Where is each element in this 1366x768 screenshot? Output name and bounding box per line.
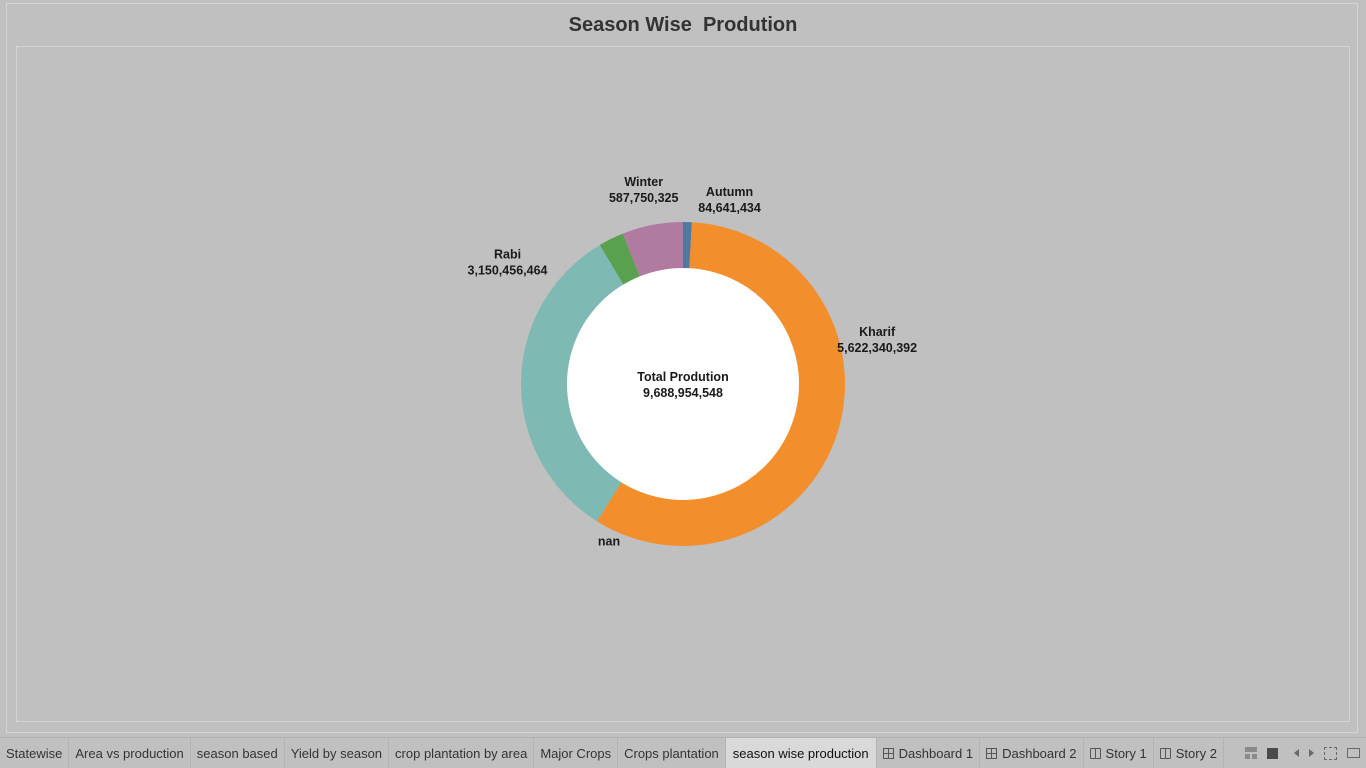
- filmstrip-view-icon[interactable]: [1267, 747, 1278, 759]
- plot-area: [16, 46, 1350, 722]
- sheet-tabs: Statewise Area vs production season based Y…: [0, 738, 1224, 768]
- slice-label-kharif: Kharif: [859, 325, 896, 339]
- page-title: Season Wise Prodution: [568, 14, 798, 36]
- tab-statewise[interactable]: Statewise: [0, 738, 70, 768]
- tab-crop-plantation-by-area[interactable]: crop plantation by area: [389, 738, 535, 768]
- presentation-mode-icon[interactable]: [1347, 748, 1360, 758]
- center-label: Total Prodution: [637, 370, 728, 384]
- slice-label-nan: nan: [598, 534, 620, 548]
- tab-label: Area vs production: [75, 745, 184, 761]
- tab-label: Story 1: [1105, 745, 1147, 761]
- grid-view-icon[interactable]: [1245, 747, 1257, 759]
- slice-label-rabi: Rabi: [494, 248, 521, 262]
- dashboard-icon: [986, 747, 998, 759]
- tab-story-1[interactable]: Story 1: [1084, 738, 1154, 768]
- tab-yield-by-season[interactable]: Yield by season: [285, 738, 390, 768]
- tab-controls: [1245, 738, 1366, 768]
- slice-value-rabi: 3,150,456,464: [468, 264, 548, 278]
- slice-label-winter: Winter: [624, 175, 663, 189]
- tab-area-vs-production[interactable]: Area vs production: [69, 738, 191, 768]
- slice-value-autumn: 84,641,434: [698, 201, 761, 215]
- tab-label: Crops plantation: [624, 745, 719, 761]
- donut-hole: [567, 268, 799, 500]
- slice-value-kharif: 5,622,340,392: [837, 341, 917, 355]
- fullscreen-icon[interactable]: [1324, 746, 1337, 760]
- tab-label: season based: [196, 745, 278, 761]
- slice-labels: Autumn 84,641,434 Kharif 5,622,340,392 nan Ra…: [468, 175, 918, 548]
- slice-label-autumn: Autumn: [706, 185, 753, 199]
- tab-major-crops[interactable]: Major Crops: [534, 738, 619, 768]
- dashboard-icon: [882, 747, 894, 759]
- tab-label: season wise production: [732, 745, 869, 761]
- sheet-frame: [6, 3, 1358, 733]
- story-icon: [1089, 747, 1101, 759]
- story-icon: [1159, 747, 1171, 759]
- prev-sheet-icon[interactable]: [1294, 749, 1299, 757]
- tab-label: Yield by season: [290, 745, 383, 761]
- tab-label: Statewise: [6, 745, 63, 761]
- tab-label: Story 2: [1175, 745, 1217, 761]
- sheet-tab-bar: Statewise Area vs production season based Y…: [0, 737, 1366, 768]
- tab-dashboard-1[interactable]: Dashboard 1: [877, 738, 981, 768]
- tab-label: Dashboard 2: [1002, 745, 1077, 761]
- tab-crops-plantation[interactable]: Crops plantation: [618, 738, 726, 768]
- tab-dashboard-2[interactable]: Dashboard 2: [980, 738, 1084, 768]
- tab-story-2[interactable]: Story 2: [1154, 738, 1224, 768]
- tab-label: Major Crops: [540, 745, 612, 761]
- slice-value-winter: 587,750,325: [609, 191, 679, 205]
- center-value: 9,688,954,548: [643, 386, 723, 400]
- tab-season-wise-production[interactable]: season wise production: [725, 738, 877, 768]
- tab-label: crop plantation by area: [395, 745, 528, 761]
- donut-chart: Total Prodution 9,688,954,548 Autumn 84,6…: [468, 175, 918, 548]
- tab-label: Dashboard 1: [898, 745, 974, 761]
- next-sheet-icon[interactable]: [1309, 749, 1314, 757]
- tab-season-based[interactable]: season based: [191, 738, 285, 768]
